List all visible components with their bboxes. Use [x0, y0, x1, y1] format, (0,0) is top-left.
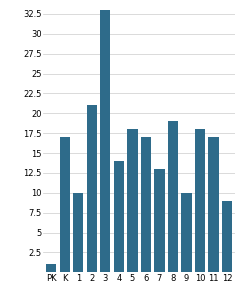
Bar [181, 193, 192, 272]
Bar [87, 105, 97, 272]
Bar [168, 121, 178, 272]
Bar [195, 129, 205, 272]
Bar [209, 137, 219, 272]
Bar [100, 10, 110, 272]
Bar [73, 193, 84, 272]
Bar [222, 201, 232, 272]
Bar [154, 169, 165, 272]
Bar [46, 264, 56, 272]
Bar [60, 137, 70, 272]
Bar [141, 137, 151, 272]
Bar [114, 161, 124, 272]
Bar [127, 129, 138, 272]
